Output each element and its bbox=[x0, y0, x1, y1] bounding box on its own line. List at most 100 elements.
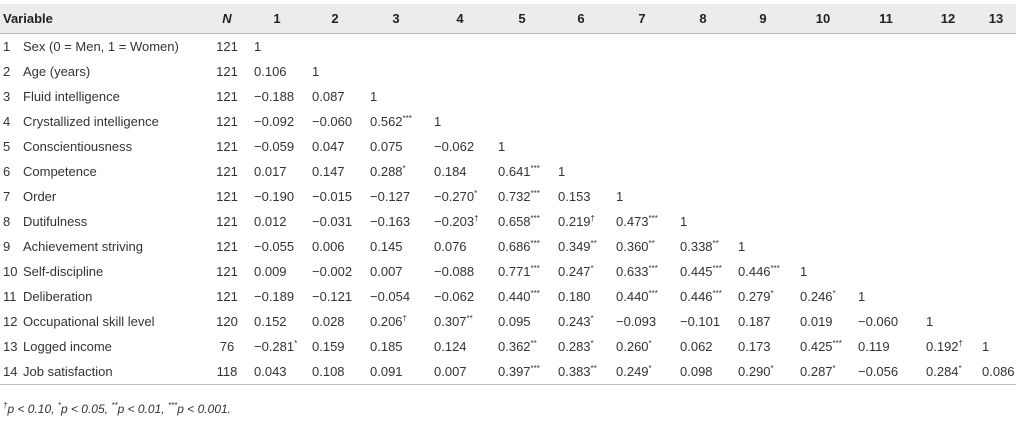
empty-cell bbox=[920, 284, 976, 309]
correlation-value: 1 bbox=[312, 64, 320, 79]
correlation-value: 0.095 bbox=[498, 314, 531, 329]
correlation-cell: 0.440*** bbox=[610, 284, 674, 309]
significance-note: †p < 0.10, *p < 0.05, **p < 0.01, ***p <… bbox=[3, 402, 231, 417]
header-col-7: 7 bbox=[610, 4, 674, 34]
correlation-value: 0.260 bbox=[616, 339, 649, 354]
correlation-value: 0.173 bbox=[738, 339, 771, 354]
variable-name: Job satisfaction bbox=[23, 359, 206, 385]
row-index: 9 bbox=[3, 239, 11, 254]
correlation-value: 0.159 bbox=[312, 339, 345, 354]
empty-cell bbox=[794, 184, 852, 209]
correlation-value: −0.188 bbox=[254, 89, 295, 104]
correlation-value: 0.279 bbox=[738, 289, 771, 304]
empty-cell bbox=[794, 109, 852, 134]
empty-cell bbox=[852, 209, 920, 234]
correlation-cell: 0.047 bbox=[306, 134, 364, 159]
correlation-cell: 0.062 bbox=[674, 334, 732, 359]
empty-cell bbox=[552, 84, 610, 109]
correlation-cell: 0.108 bbox=[306, 359, 364, 385]
correlation-value: 0.397 bbox=[498, 364, 531, 379]
note-text: p < 0.10, bbox=[7, 402, 58, 416]
header-col-10: 10 bbox=[794, 4, 852, 34]
correlation-value: 0.185 bbox=[370, 339, 403, 354]
empty-cell bbox=[852, 59, 920, 84]
correlation-value: 0.007 bbox=[434, 364, 467, 379]
significance-marker: * bbox=[648, 364, 652, 373]
sample-size: 121 bbox=[216, 39, 238, 54]
variable-name: Fluid intelligence bbox=[23, 89, 120, 104]
correlation-cell: 0.283* bbox=[552, 334, 610, 359]
correlation-table: Variable N 1 2 3 4 5 6 7 8 9 10 11 12 13 1 Sex (0 = M… bbox=[0, 4, 1016, 385]
correlation-value: 0.006 bbox=[312, 239, 345, 254]
significance-marker: *** bbox=[530, 239, 540, 248]
correlation-value: 0.184 bbox=[434, 164, 467, 179]
correlation-cell: 0.279* bbox=[732, 284, 794, 309]
empty-cell bbox=[976, 284, 1016, 309]
table-row: 1 Sex (0 = Men, 1 = Women) 121 1 bbox=[0, 34, 1016, 60]
empty-cell bbox=[428, 34, 492, 60]
sample-size: 76 bbox=[219, 339, 235, 354]
empty-cell bbox=[492, 84, 552, 109]
correlation-value: 0.019 bbox=[800, 314, 833, 329]
significance-marker: † bbox=[474, 214, 479, 223]
significance-marker: * bbox=[648, 339, 652, 348]
correlation-cell: 0.219† bbox=[552, 209, 610, 234]
note-text: p < 0.05, bbox=[60, 402, 112, 416]
empty-cell bbox=[674, 159, 732, 184]
correlation-value: 0.187 bbox=[738, 314, 771, 329]
correlation-cell: 0.119 bbox=[852, 334, 920, 359]
table-row: 3 Fluid intelligence 121 −0.188 0.087 1 bbox=[0, 84, 1016, 109]
correlation-cell: 0.249* bbox=[610, 359, 674, 385]
correlation-value: 0.087 bbox=[312, 89, 345, 104]
correlation-cell: −0.092 bbox=[248, 109, 306, 134]
significance-marker: *** bbox=[712, 264, 722, 273]
correlation-cell: −0.163 bbox=[364, 209, 428, 234]
correlation-value: 1 bbox=[254, 39, 262, 54]
correlation-cell: 0.086 bbox=[976, 359, 1016, 385]
empty-cell bbox=[920, 234, 976, 259]
significance-marker: * bbox=[402, 164, 406, 173]
correlation-cell: 1 bbox=[552, 159, 610, 184]
correlation-value: −0.190 bbox=[254, 189, 295, 204]
table-header-row: Variable N 1 2 3 4 5 6 7 8 9 10 11 12 13 bbox=[0, 4, 1016, 34]
correlation-cell: 0.009 bbox=[248, 259, 306, 284]
correlation-cell: 0.425*** bbox=[794, 334, 852, 359]
correlation-value: 0.445 bbox=[680, 264, 713, 279]
correlation-cell: −0.062 bbox=[428, 284, 492, 309]
sample-size: 121 bbox=[216, 114, 238, 129]
correlation-cell: −0.015 bbox=[306, 184, 364, 209]
empty-cell bbox=[674, 134, 732, 159]
correlation-cell: 0.006 bbox=[306, 234, 364, 259]
row-index: 3 bbox=[3, 89, 11, 104]
correlation-value: −0.121 bbox=[312, 289, 353, 304]
row-index: 8 bbox=[3, 214, 11, 229]
empty-cell bbox=[920, 109, 976, 134]
correlation-value: −0.056 bbox=[858, 364, 899, 379]
variable-name: Competence bbox=[23, 164, 97, 179]
correlation-value: −0.060 bbox=[858, 314, 899, 329]
correlation-cell: 0.147 bbox=[306, 159, 364, 184]
correlation-cell: −0.002 bbox=[306, 259, 364, 284]
correlation-value: 0.075 bbox=[370, 139, 403, 154]
empty-cell bbox=[732, 184, 794, 209]
header-col-3: 3 bbox=[364, 4, 428, 34]
correlation-cell: 0.686*** bbox=[492, 234, 552, 259]
correlation-cell: 1 bbox=[732, 234, 794, 259]
correlation-value: 0.124 bbox=[434, 339, 467, 354]
row-index: 10 bbox=[3, 264, 18, 279]
correlation-value: 0.206 bbox=[370, 314, 403, 329]
empty-cell bbox=[976, 184, 1016, 209]
correlation-value: 0.362 bbox=[498, 339, 531, 354]
correlation-cell: 0.043 bbox=[248, 359, 306, 385]
correlation-cell: 0.028 bbox=[306, 309, 364, 334]
correlation-cell: 0.287* bbox=[794, 359, 852, 385]
correlation-cell: 0.562*** bbox=[364, 109, 428, 134]
correlation-cell: 0.290* bbox=[732, 359, 794, 385]
significance-marker: * bbox=[294, 339, 298, 348]
empty-cell bbox=[610, 134, 674, 159]
correlation-cell: 0.145 bbox=[364, 234, 428, 259]
correlation-value: 0.290 bbox=[738, 364, 771, 379]
correlation-value: −0.270 bbox=[434, 189, 475, 204]
correlation-cell: 1 bbox=[248, 34, 306, 60]
correlation-value: 0.147 bbox=[312, 164, 345, 179]
